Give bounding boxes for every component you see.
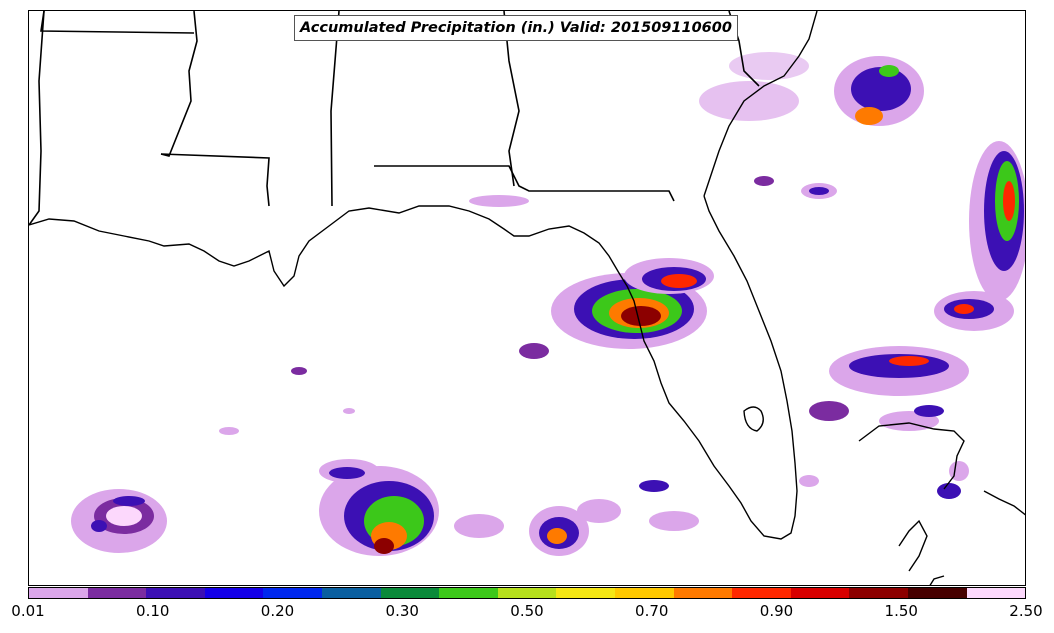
precipitation-field [71,52,1025,556]
colorbar-segment [263,588,322,598]
map-panel[interactable] [28,10,1026,586]
colorbar-segment [321,588,381,598]
colorbar-tick-label: 0.20 [260,602,295,620]
colorbar-tick-label: 1.50 [884,602,918,620]
state-borders [29,11,760,226]
colorbar-tick-label: 2.50 [1009,602,1043,620]
map-canvas [29,11,1025,585]
colorbar-tick-label: 0.90 [759,602,794,620]
coastline [29,11,1025,585]
colorbar-segment [673,588,733,598]
colorbar-tick-label: 0.30 [385,602,419,620]
colorbar-segment [497,588,557,598]
colorbar-tick-label: 0.70 [635,602,669,620]
precipitation-colorbar [28,587,1026,599]
colorbar-segment [966,588,1026,598]
colorbar-segment [87,588,147,598]
colorbar-tick-label: 0.10 [136,602,170,620]
map-title: Accumulated Precipitation (in.) Valid: 2… [294,15,738,41]
colorbar-segment [849,588,908,598]
colorbar-segment [732,588,791,598]
colorbar-segment [556,588,615,598]
colorbar-segment [907,588,967,598]
colorbar-segment [380,588,440,598]
colorbar-segment [29,588,88,598]
colorbar-segment [790,588,850,598]
colorbar-segment [439,588,498,598]
colorbar-segment [614,588,674,598]
colorbar-segment [204,588,264,598]
colorbar-tick-labels: 0.01 0.10 0.20 0.30 0.50 0.70 0.90 1.50 2.50 [0,600,1054,630]
colorbar-segment [146,588,205,598]
colorbar-tick-label: 0.50 [510,602,544,620]
colorbar-tick-label: 0.01 [11,602,45,620]
